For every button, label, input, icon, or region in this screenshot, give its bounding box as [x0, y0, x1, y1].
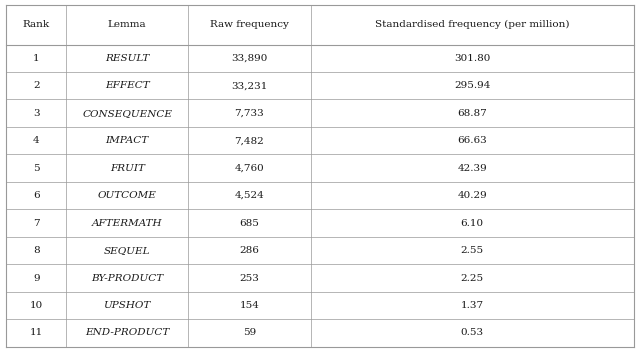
Text: 685: 685 [239, 219, 259, 228]
Text: BY-PRODUCT: BY-PRODUCT [91, 274, 163, 283]
Text: Rank: Rank [22, 20, 50, 30]
Text: UPSHOT: UPSHOT [104, 301, 151, 310]
Text: 9: 9 [33, 274, 40, 283]
Text: EFFECT: EFFECT [105, 81, 150, 90]
Text: 11: 11 [29, 328, 43, 338]
Text: 7,482: 7,482 [235, 136, 264, 145]
Text: 3: 3 [33, 109, 40, 118]
Text: 33,231: 33,231 [231, 81, 268, 90]
Text: 6: 6 [33, 191, 40, 200]
Text: CONSEQUENCE: CONSEQUENCE [82, 109, 172, 118]
Text: 42.39: 42.39 [457, 164, 487, 173]
Text: 7: 7 [33, 219, 40, 228]
Text: END-PRODUCT: END-PRODUCT [85, 328, 169, 338]
Text: 2.25: 2.25 [461, 274, 484, 283]
Text: FRUIT: FRUIT [109, 164, 145, 173]
Text: IMPACT: IMPACT [106, 136, 148, 145]
Text: 66.63: 66.63 [457, 136, 487, 145]
Text: Standardised frequency (per million): Standardised frequency (per million) [375, 20, 570, 30]
Text: 295.94: 295.94 [454, 81, 490, 90]
Text: 2: 2 [33, 81, 40, 90]
Text: 8: 8 [33, 246, 40, 255]
Text: 4,524: 4,524 [235, 191, 264, 200]
Text: 1: 1 [33, 54, 40, 63]
Text: SEQUEL: SEQUEL [104, 246, 150, 255]
Text: 59: 59 [243, 328, 256, 338]
Text: 5: 5 [33, 164, 40, 173]
Text: AFTERMATH: AFTERMATH [92, 219, 163, 228]
Text: 154: 154 [239, 301, 259, 310]
Text: 68.87: 68.87 [457, 109, 487, 118]
Text: Raw frequency: Raw frequency [210, 20, 289, 30]
Text: 253: 253 [239, 274, 259, 283]
Text: 1.37: 1.37 [461, 301, 484, 310]
Text: 4,760: 4,760 [235, 164, 264, 173]
Text: Lemma: Lemma [108, 20, 147, 30]
Text: 2.55: 2.55 [461, 246, 484, 255]
Text: 40.29: 40.29 [457, 191, 487, 200]
Text: 33,890: 33,890 [231, 54, 268, 63]
Text: 4: 4 [33, 136, 40, 145]
Text: 301.80: 301.80 [454, 54, 490, 63]
Text: 7,733: 7,733 [235, 109, 264, 118]
Text: 286: 286 [239, 246, 259, 255]
Text: 6.10: 6.10 [461, 219, 484, 228]
Text: OUTCOME: OUTCOME [98, 191, 157, 200]
Text: 0.53: 0.53 [461, 328, 484, 338]
Text: RESULT: RESULT [105, 54, 149, 63]
Text: 10: 10 [29, 301, 43, 310]
